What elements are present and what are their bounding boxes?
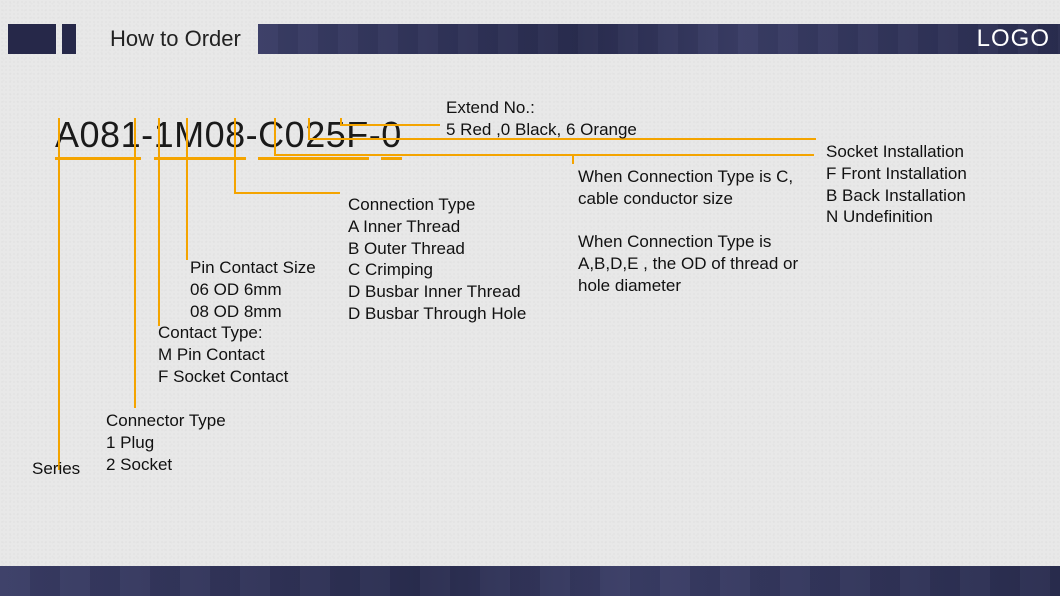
- seg-dash: -: [246, 114, 259, 156]
- callout-conductor-size: When Connection Type is C, cable conduct…: [578, 166, 798, 297]
- callout-contact-type: Contact Type: M Pin Contact F Socket Con…: [158, 322, 288, 387]
- seg-pin-size: 08: [205, 114, 246, 156]
- seg-dash: -: [369, 114, 382, 156]
- seg-series: A081: [55, 114, 141, 156]
- accent-bar: [8, 24, 56, 54]
- callout-line: [274, 118, 276, 156]
- seg-contact-type: M: [174, 114, 205, 156]
- callout-connector-type: Connector Type 1 Plug 2 Socket: [106, 410, 226, 475]
- callout-line: [234, 192, 340, 194]
- callout-pin-contact-size: Pin Contact Size 06 OD 6mm 08 OD 8mm: [190, 257, 316, 322]
- header: How to Order LOGO: [0, 24, 1060, 54]
- seg-extend: 0: [381, 114, 402, 156]
- callout-line: [572, 154, 574, 164]
- callout-line: [234, 118, 236, 194]
- callout-line: [340, 124, 440, 126]
- logo-text: LOGO: [977, 24, 1050, 54]
- callout-series: Series: [32, 458, 80, 480]
- seg-connector-type: 1: [154, 114, 175, 156]
- accent-bar: [62, 24, 76, 54]
- header-strip: LOGO: [258, 24, 1060, 54]
- footer-strip: [0, 566, 1060, 596]
- part-number: A081-1M08-C025F-0: [34, 72, 402, 156]
- callout-line: [58, 118, 60, 470]
- callout-line: [186, 118, 188, 260]
- callout-line: [158, 118, 160, 326]
- callout-extend-no: Extend No.: 5 Red ,0 Black, 6 Orange: [446, 97, 637, 141]
- callout-socket-installation: Socket Installation F Front Installation…: [826, 141, 967, 228]
- page-title: How to Order: [110, 24, 241, 54]
- callout-line: [274, 154, 814, 156]
- header-accent-bars: [8, 24, 76, 54]
- callout-line: [134, 118, 136, 408]
- callout-connection-type: Connection Type A Inner Thread B Outer T…: [348, 194, 526, 325]
- seg-dash: -: [141, 114, 154, 156]
- seg-size-025: 025: [285, 114, 347, 156]
- seg-connection-type: C: [258, 114, 285, 156]
- callout-line: [308, 118, 310, 140]
- seg-installation: F: [346, 114, 369, 156]
